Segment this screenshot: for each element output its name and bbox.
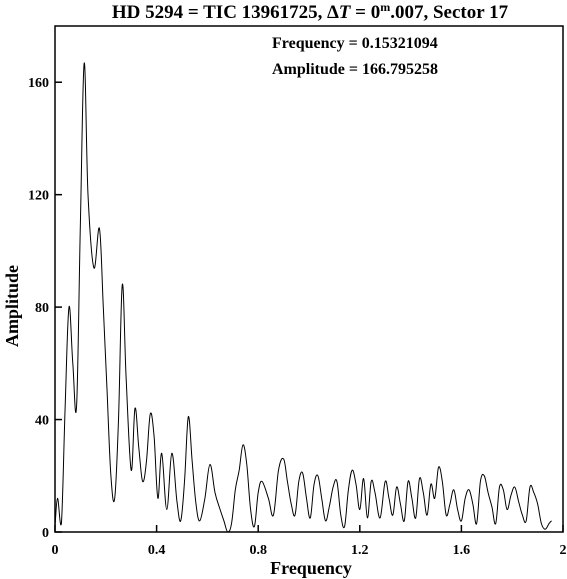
amplitude-annotation: Amplitude = 166.795258 [272, 61, 438, 78]
x-tick-label: 0 [52, 543, 59, 558]
y-axis-ticks: 0 40 80 120 160 [28, 76, 62, 541]
y-tick-label: 160 [28, 76, 49, 91]
x-tick-label: 2 [560, 543, 567, 558]
y-tick-label: 40 [35, 414, 49, 429]
x-axis-label: Frequency [270, 558, 352, 578]
x-axis-ticks: 0 0.4 0.8 1.2 1.6 2 [52, 525, 567, 558]
x-tick-label: 1.2 [351, 543, 369, 558]
y-tick-label: 80 [35, 301, 49, 316]
plot-frame [54, 25, 564, 533]
x-tick-label: 0.4 [148, 543, 166, 558]
y-tick-label: 120 [28, 189, 49, 204]
frequency-annotation: Frequency = 0.15321094 [272, 35, 438, 52]
y-tick-label: 0 [42, 526, 49, 541]
x-tick-label: 1.6 [453, 543, 471, 558]
chart-title: HD 5294 = TIC 13961725, ∆T = 0m.007, Sec… [112, 0, 509, 23]
x-tick-label: 0.8 [249, 543, 267, 558]
y-axis-label: Amplitude [2, 265, 22, 347]
series-line [54, 62, 552, 533]
